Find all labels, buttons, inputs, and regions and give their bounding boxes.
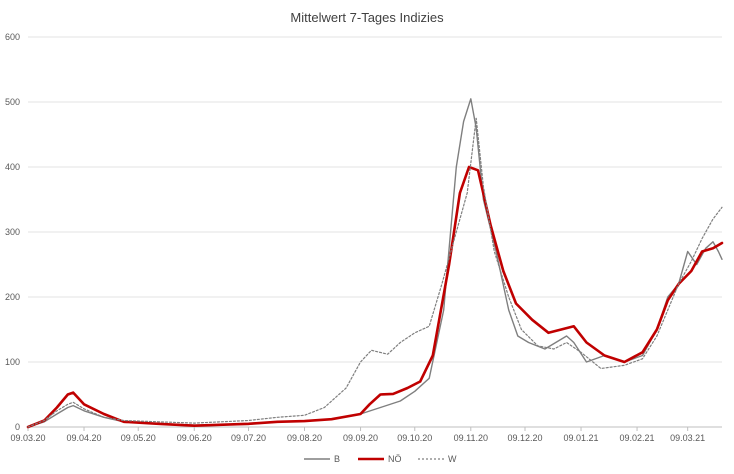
x-tick-label: 09.06.20 [177,433,212,443]
y-axis-ticks: 0 100 200 300 400 500 600 [5,32,20,432]
series-line-NÖ [26,165,724,429]
x-tick-label: 09.07.20 [231,433,266,443]
x-tick-label: 09.05.20 [121,433,156,443]
x-tick-label: 09.12.20 [507,433,542,443]
legend-label: NÖ [388,454,402,464]
legend-label: B [334,454,340,464]
x-tick-label: 09.08.20 [287,433,322,443]
gridlines [28,36,722,428]
series-lines [26,98,724,429]
x-axis-ticks: 09.03.20 09.04.20 09.05.20 09.06.20 09.07.20… [10,427,705,443]
y-tick-label: 300 [5,227,20,237]
x-tick-label: 09.03.21 [670,433,705,443]
chart-title: Mittelwert 7-Tages Indizies [290,10,444,25]
x-tick-label: 09.10.20 [397,433,432,443]
series-line-B [27,98,723,428]
legend: B NÖ W [304,454,457,464]
y-tick-label: 200 [5,292,20,302]
y-tick-label: 100 [5,357,20,367]
x-tick-label: 09.02.21 [620,433,655,443]
series-line-W [27,117,723,428]
x-tick-label: 09.03.20 [10,433,45,443]
x-tick-label: 09.09.20 [343,433,378,443]
x-tick-label: 09.01.21 [564,433,599,443]
x-tick-label: 09.11.20 [454,433,488,443]
x-tick-label: 09.04.20 [67,433,102,443]
y-tick-label: 400 [5,162,20,172]
legend-label: W [448,454,457,464]
y-tick-label: 600 [5,32,20,42]
y-tick-label: 0 [15,422,20,432]
y-tick-label: 500 [5,97,20,107]
